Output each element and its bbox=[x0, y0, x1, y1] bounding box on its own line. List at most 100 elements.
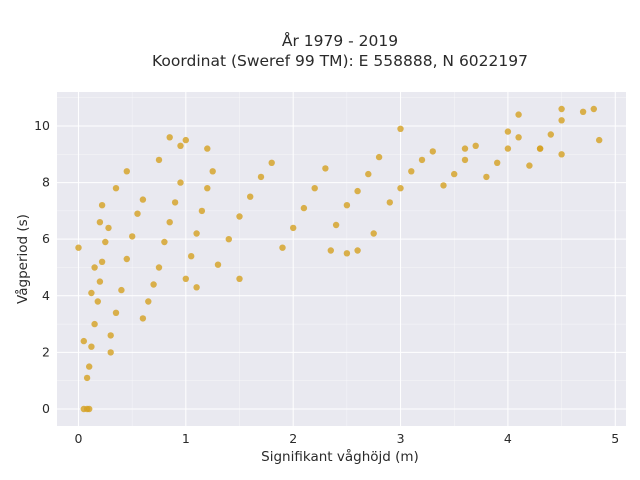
data-point bbox=[88, 343, 95, 350]
y-tick-labels: 0 2 4 6 8 10 bbox=[34, 118, 50, 416]
y-tick-label: 10 bbox=[34, 118, 50, 133]
data-point bbox=[155, 156, 163, 164]
data-point bbox=[107, 349, 114, 356]
data-point bbox=[139, 315, 147, 322]
y-tick-label: 0 bbox=[42, 401, 50, 416]
data-point bbox=[483, 173, 490, 181]
data-point bbox=[397, 185, 404, 192]
data-point bbox=[440, 182, 447, 189]
data-point bbox=[98, 258, 106, 265]
x-tick-label: 5 bbox=[611, 431, 619, 446]
data-point bbox=[86, 405, 93, 413]
data-point bbox=[91, 264, 98, 271]
data-point bbox=[236, 213, 243, 220]
data-point bbox=[526, 162, 533, 169]
y-tick-label: 8 bbox=[42, 175, 50, 190]
data-point bbox=[408, 168, 415, 175]
data-point bbox=[204, 145, 211, 152]
data-point bbox=[343, 250, 351, 257]
data-point bbox=[397, 125, 404, 132]
data-point bbox=[83, 374, 91, 382]
data-point bbox=[166, 219, 173, 226]
data-point bbox=[257, 173, 265, 181]
data-point bbox=[579, 108, 587, 116]
data-point bbox=[198, 207, 206, 215]
data-point bbox=[461, 156, 469, 164]
data-point bbox=[558, 105, 565, 113]
x-tick-label: 2 bbox=[289, 431, 297, 446]
data-point bbox=[155, 264, 163, 271]
x-axis-label: Signifikant våghöjd (m) bbox=[261, 448, 419, 465]
data-point bbox=[177, 142, 184, 149]
data-point bbox=[98, 202, 106, 209]
x-tick-label: 3 bbox=[397, 431, 405, 446]
plot-area bbox=[57, 92, 626, 426]
data-point bbox=[370, 230, 377, 237]
data-point bbox=[91, 320, 98, 328]
data-point bbox=[504, 145, 512, 152]
data-point bbox=[145, 298, 152, 305]
data-point bbox=[494, 159, 501, 166]
data-point bbox=[112, 185, 120, 192]
data-point bbox=[375, 153, 383, 161]
chart-title-line2: Koordinat (Sweref 99 TM): E 558888, N 60… bbox=[152, 52, 528, 70]
data-point bbox=[182, 275, 189, 282]
data-point bbox=[515, 111, 522, 118]
data-point bbox=[558, 117, 565, 124]
data-point bbox=[209, 168, 216, 175]
data-point bbox=[343, 202, 351, 209]
data-point bbox=[134, 210, 141, 217]
data-point bbox=[105, 224, 112, 232]
data-point bbox=[161, 238, 168, 246]
data-point bbox=[558, 151, 565, 158]
grid-lines bbox=[57, 92, 626, 426]
data-point bbox=[472, 142, 479, 149]
data-point bbox=[150, 281, 157, 288]
data-point bbox=[166, 134, 173, 141]
data-point bbox=[118, 286, 125, 294]
data-point bbox=[193, 230, 200, 237]
data-point bbox=[504, 128, 512, 135]
data-point bbox=[96, 278, 104, 285]
data-point bbox=[75, 244, 82, 251]
data-point bbox=[354, 187, 361, 195]
data-point bbox=[596, 136, 603, 144]
data-point bbox=[204, 185, 211, 192]
data-point bbox=[311, 185, 318, 192]
data-point bbox=[225, 236, 232, 243]
data-point bbox=[139, 196, 147, 203]
x-tick-label: 1 bbox=[182, 431, 190, 446]
data-point bbox=[123, 255, 130, 263]
data-point bbox=[386, 199, 393, 206]
data-point bbox=[547, 131, 554, 138]
data-point bbox=[94, 298, 102, 305]
x-tick-label: 4 bbox=[504, 431, 512, 446]
y-tick-label: 6 bbox=[42, 231, 50, 246]
data-point bbox=[327, 247, 334, 254]
data-point bbox=[451, 170, 458, 178]
data-point bbox=[102, 238, 109, 246]
data-point bbox=[590, 105, 597, 113]
data-points bbox=[75, 105, 603, 413]
data-point bbox=[177, 179, 184, 186]
data-point bbox=[96, 219, 104, 226]
data-point bbox=[247, 193, 254, 200]
data-point bbox=[354, 247, 361, 254]
data-point bbox=[418, 156, 426, 164]
y-tick-label: 2 bbox=[42, 344, 50, 359]
y-tick-label: 4 bbox=[42, 288, 50, 303]
y-axis-label: Vågperiod (s) bbox=[14, 214, 31, 304]
data-point bbox=[171, 199, 179, 206]
data-point bbox=[461, 145, 469, 152]
data-point bbox=[515, 134, 522, 141]
data-point bbox=[268, 159, 275, 166]
data-point bbox=[193, 284, 200, 291]
data-point bbox=[214, 261, 222, 268]
data-point bbox=[332, 221, 340, 229]
chart-title-line1: År 1979 - 2019 bbox=[282, 31, 398, 50]
data-point bbox=[88, 289, 95, 297]
data-point bbox=[129, 233, 136, 240]
data-point bbox=[182, 136, 189, 144]
data-point bbox=[123, 168, 130, 175]
